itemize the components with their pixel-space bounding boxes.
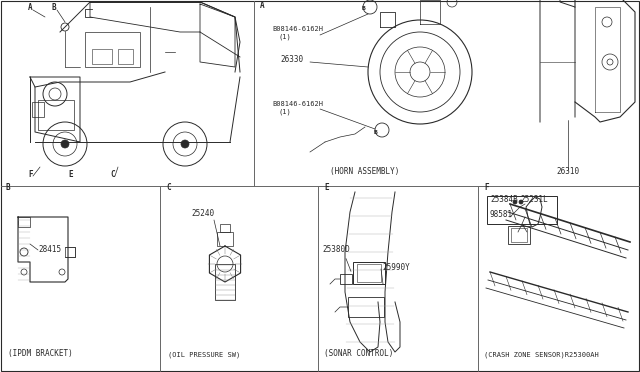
Text: (CRASH ZONE SENSOR)R25300AH: (CRASH ZONE SENSOR)R25300AH: [484, 352, 599, 358]
Bar: [118, 49, 133, 64]
Text: 25380D: 25380D: [322, 245, 349, 254]
Circle shape: [61, 140, 69, 148]
Text: F: F: [28, 170, 33, 179]
Text: 28415: 28415: [38, 245, 61, 254]
Text: 25384B: 25384B: [490, 195, 518, 204]
Bar: [340, 274, 352, 284]
Text: 26310: 26310: [556, 167, 579, 176]
Bar: [353, 262, 385, 284]
Bar: [215, 264, 235, 300]
Bar: [92, 49, 112, 64]
Text: B: B: [373, 129, 377, 135]
Bar: [508, 226, 530, 244]
Text: 25240: 25240: [191, 209, 214, 218]
Text: (OIL PRESSURE SW): (OIL PRESSURE SW): [168, 352, 240, 358]
Text: B: B: [6, 183, 11, 192]
Text: (1): (1): [278, 33, 291, 40]
Bar: [65, 247, 75, 257]
Circle shape: [519, 200, 523, 204]
Circle shape: [181, 140, 189, 148]
Text: F: F: [484, 183, 488, 192]
Text: 98581: 98581: [490, 210, 513, 219]
Bar: [487, 196, 557, 224]
Text: (1): (1): [278, 109, 291, 115]
Text: E: E: [68, 170, 72, 179]
Text: A: A: [260, 1, 264, 10]
Text: (IPDM BRACKET): (IPDM BRACKET): [8, 349, 73, 358]
Bar: [85, 32, 140, 67]
Text: C: C: [110, 170, 115, 179]
Circle shape: [513, 200, 517, 204]
Text: 25231L: 25231L: [520, 195, 548, 204]
Text: B: B: [361, 6, 365, 12]
Bar: [511, 228, 527, 242]
Text: B: B: [52, 3, 56, 12]
Text: 25990Y: 25990Y: [382, 263, 410, 272]
Text: (SONAR CONTROL): (SONAR CONTROL): [324, 349, 394, 358]
Bar: [348, 297, 384, 317]
Bar: [38, 100, 74, 130]
Text: (HORN ASSEMBLY): (HORN ASSEMBLY): [330, 167, 399, 176]
Bar: [217, 232, 233, 246]
Text: E: E: [324, 183, 328, 192]
Text: A: A: [28, 3, 33, 12]
Text: C: C: [166, 183, 171, 192]
Text: 26330: 26330: [280, 55, 303, 64]
Bar: [357, 264, 381, 282]
Bar: [32, 102, 44, 117]
Bar: [220, 224, 230, 232]
Text: B08146-6162H: B08146-6162H: [272, 101, 323, 107]
Text: B08146-6162H: B08146-6162H: [272, 26, 323, 32]
